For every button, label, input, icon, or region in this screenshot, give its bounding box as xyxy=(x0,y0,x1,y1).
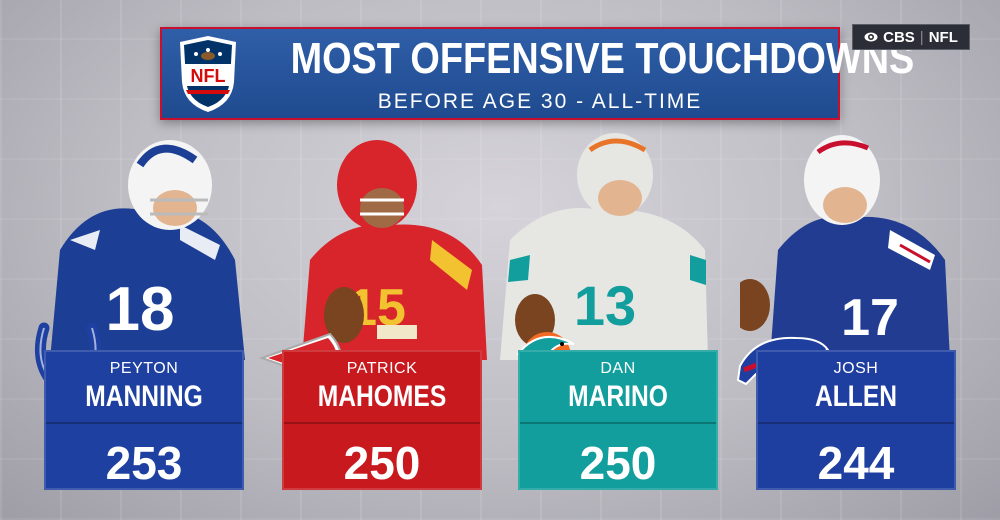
player-photo-marino: 13 xyxy=(500,133,708,360)
player-last-name: ALLEN xyxy=(815,380,897,413)
player-first-name: DAN xyxy=(600,360,636,377)
player-last-name: MARINO xyxy=(568,380,668,413)
cbs-eye-icon xyxy=(864,32,878,42)
player-last-name: MANNING xyxy=(85,380,203,413)
player-first-name: PEYTON xyxy=(109,360,179,377)
player-photo-allen: 17 xyxy=(740,135,950,360)
svg-text:13: 13 xyxy=(574,274,636,337)
card-divider xyxy=(758,422,954,424)
player-card-marino: DAN MARINO 250 xyxy=(518,350,718,490)
touchdown-count: 250 xyxy=(343,437,421,489)
card-divider xyxy=(284,422,480,424)
network-badge: CBS | NFL xyxy=(852,24,970,50)
page-title: MOST OFFENSIVE TOUCHDOWNS xyxy=(290,34,915,83)
page-subtitle: BEFORE AGE 30 - ALL-TIME xyxy=(377,90,703,113)
player-last-name: MAHOMES xyxy=(317,380,447,413)
player-photo-mahomes: 15 xyxy=(302,140,487,360)
title-banner xyxy=(160,27,840,120)
network-secondary: NFL xyxy=(928,28,958,46)
svg-text:17: 17 xyxy=(841,289,899,347)
touchdown-count: 253 xyxy=(105,437,183,489)
player-card-mahomes: PATRICK MAHOMES 250 xyxy=(282,350,482,490)
card-divider xyxy=(46,422,242,424)
player-card-manning: PEYTON MANNING 253 xyxy=(44,350,244,490)
card-divider xyxy=(520,422,716,424)
player-first-name: JOSH xyxy=(833,360,879,377)
touchdown-count: 244 xyxy=(817,437,895,489)
player-card-allen: JOSH ALLEN 244 xyxy=(756,350,956,490)
svg-text:NFL: NFL xyxy=(191,66,226,86)
network-primary: CBS xyxy=(883,28,915,46)
player-first-name: PATRICK xyxy=(346,360,418,377)
nfl-shield-logo: NFL xyxy=(180,36,236,112)
player-photo-manning: 18 xyxy=(50,140,245,360)
svg-text:18: 18 xyxy=(106,275,175,344)
network-separator: | xyxy=(919,28,924,46)
touchdown-count: 250 xyxy=(579,437,657,489)
